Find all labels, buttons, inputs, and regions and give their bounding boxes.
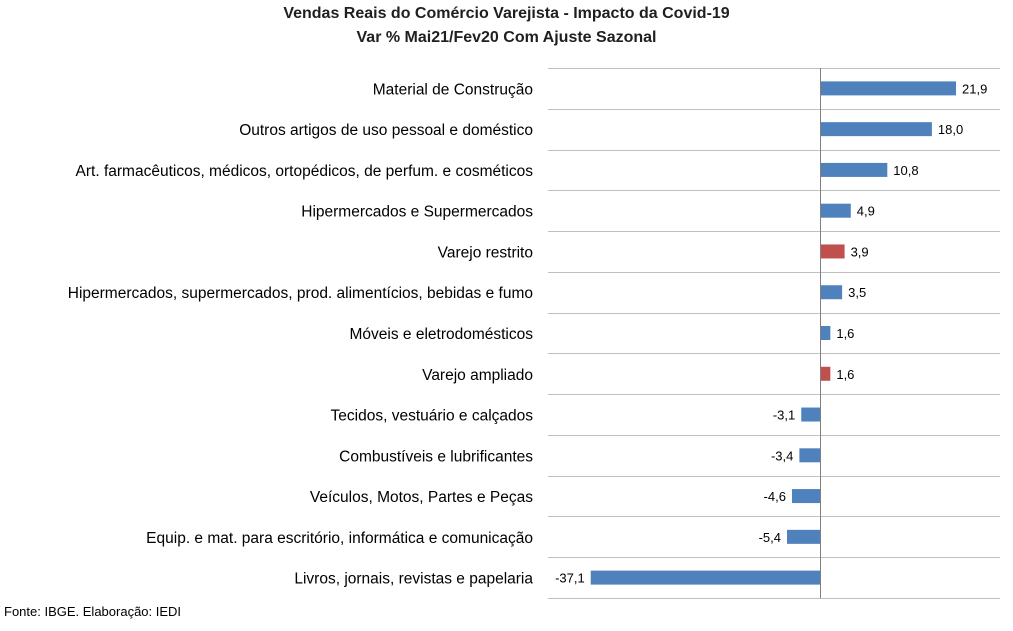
bar-6 <box>820 285 843 300</box>
data-label-12: -5,4 <box>759 530 781 545</box>
bar-5 <box>820 244 845 259</box>
bar-10 <box>799 448 821 463</box>
bar-9 <box>801 407 821 422</box>
data-label-9: -3,1 <box>773 408 795 423</box>
category-label-4: Hipermercados e Supermercados <box>301 204 533 221</box>
bar-13 <box>590 570 821 585</box>
data-label-4: 4,9 <box>857 204 875 219</box>
data-label-2: 18,0 <box>938 122 963 137</box>
category-label-7: Móveis e eletrodomésticos <box>350 326 534 343</box>
bar-11 <box>791 489 821 504</box>
bar-2 <box>820 122 932 137</box>
category-label-6: Hipermercados, supermercados, prod. alim… <box>68 285 533 302</box>
data-label-6: 3,5 <box>848 285 866 300</box>
source-note: Fonte: IBGE. Elaboração: IEDI <box>4 604 182 619</box>
data-label-5: 3,9 <box>851 244 869 259</box>
category-label-8: Varejo ampliado <box>422 367 533 384</box>
data-label-1: 21,9 <box>962 81 987 96</box>
data-label-3: 10,8 <box>893 163 918 178</box>
category-label-2: Outros artigos de uso pessoal e doméstic… <box>239 122 533 139</box>
category-label-11: Veículos, Motos, Partes e Peças <box>310 489 533 506</box>
data-label-10: -3,4 <box>771 448 793 463</box>
category-label-1: Material de Construção <box>373 81 533 98</box>
data-label-8: 1,6 <box>836 367 854 382</box>
bar-12 <box>787 529 821 544</box>
category-label-9: Tecidos, vestuário e calçados <box>331 408 534 425</box>
bar-8 <box>820 366 831 381</box>
data-label-11: -4,6 <box>764 489 786 504</box>
category-label-10: Combustíveis e lubrificantes <box>339 448 533 465</box>
bar-7 <box>820 326 831 340</box>
bar-1 <box>820 81 957 96</box>
bar-4 <box>820 203 851 218</box>
category-label-5: Varejo restrito <box>438 244 533 261</box>
bar-3 <box>820 162 888 177</box>
category-label-13: Livros, jornais, revistas e papelaria <box>294 571 533 588</box>
chart-subtitle: Var % Mai21/Fev20 Com Ajuste Sazonal <box>356 29 657 46</box>
chart-title: Vendas Reais do Comércio Varejista - Imp… <box>283 5 730 22</box>
data-label-13: -37,1 <box>555 571 585 586</box>
category-label-12: Equip. e mat. para escritório, informáti… <box>146 530 533 547</box>
data-label-7: 1,6 <box>836 326 854 341</box>
chart-title-block: Vendas Reais do Comércio Varejista - Imp… <box>0 2 1013 50</box>
category-label-3: Art. farmacêuticos, médicos, ortopédicos… <box>76 163 534 180</box>
